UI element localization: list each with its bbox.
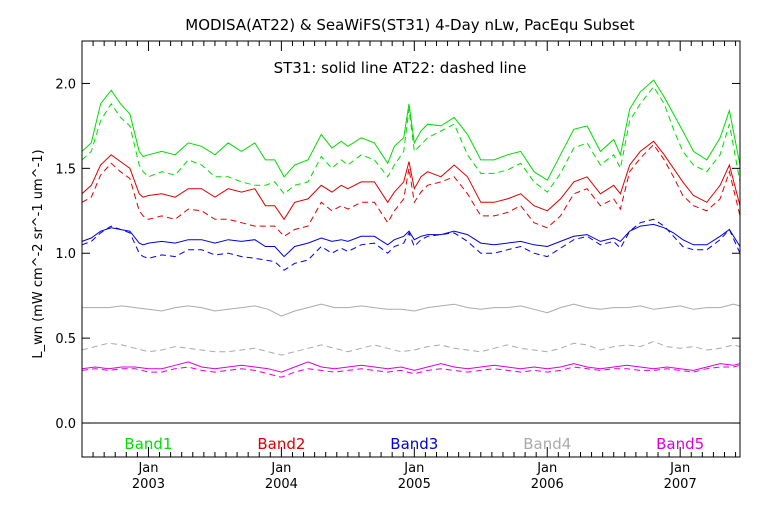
x-tick-label-month: Jan [669, 461, 690, 476]
legend-label-band4: Band4 [523, 435, 571, 453]
series-line-band3-solid [81, 223, 741, 258]
plot-frame [81, 40, 741, 458]
series-line-band1-dashed [81, 85, 741, 195]
x-tick-label-month: Jan [137, 461, 158, 476]
x-tick-label-year: 2004 [265, 477, 298, 492]
series-line-band5-dashed [81, 364, 741, 378]
legend-label-band3: Band3 [390, 435, 438, 453]
x-tick-label-year: 2006 [531, 477, 564, 492]
x-tick-label-month: Jan [403, 461, 424, 476]
y-tick-label: 1.5 [55, 162, 76, 177]
x-tick-label-year: 2005 [398, 477, 431, 492]
legend-label-band5: Band5 [656, 435, 704, 453]
series-line-band5-solid [81, 361, 741, 373]
x-tick-label-month: Jan [270, 461, 291, 476]
series-line-band2-solid [81, 140, 741, 221]
series-line-band3-dashed [81, 218, 741, 271]
series-line-band2-dashed [81, 143, 741, 237]
plot-layer: 0.00.51.01.52.0Jan2003Jan2004Jan2005Jan2… [55, 41, 741, 492]
y-axis-label: L_wn (mW cm^-2 sr^-1 um^-1) [31, 149, 46, 358]
y-tick-label: 1.0 [55, 247, 76, 262]
series-line-band4-solid [82, 303, 741, 317]
legend-label-band2: Band2 [257, 435, 305, 453]
x-tick-label-year: 2007 [664, 477, 697, 492]
legend-label-band1: Band1 [124, 435, 172, 453]
x-tick-label-year: 2003 [132, 477, 165, 492]
y-tick-label: 2.0 [55, 77, 76, 92]
y-tick-label: 0.5 [55, 332, 76, 347]
y-tick-label: 0.0 [55, 417, 76, 432]
chart-annotation: ST31: solid line AT22: dashed line [274, 59, 527, 77]
series-line-band1-solid [81, 79, 741, 181]
chart-title: MODISA(AT22) & SeaWiFS(ST31) 4-Day nLw, … [185, 16, 634, 34]
x-tick-label-month: Jan [536, 461, 557, 476]
series-line-band4-dashed [81, 340, 741, 356]
